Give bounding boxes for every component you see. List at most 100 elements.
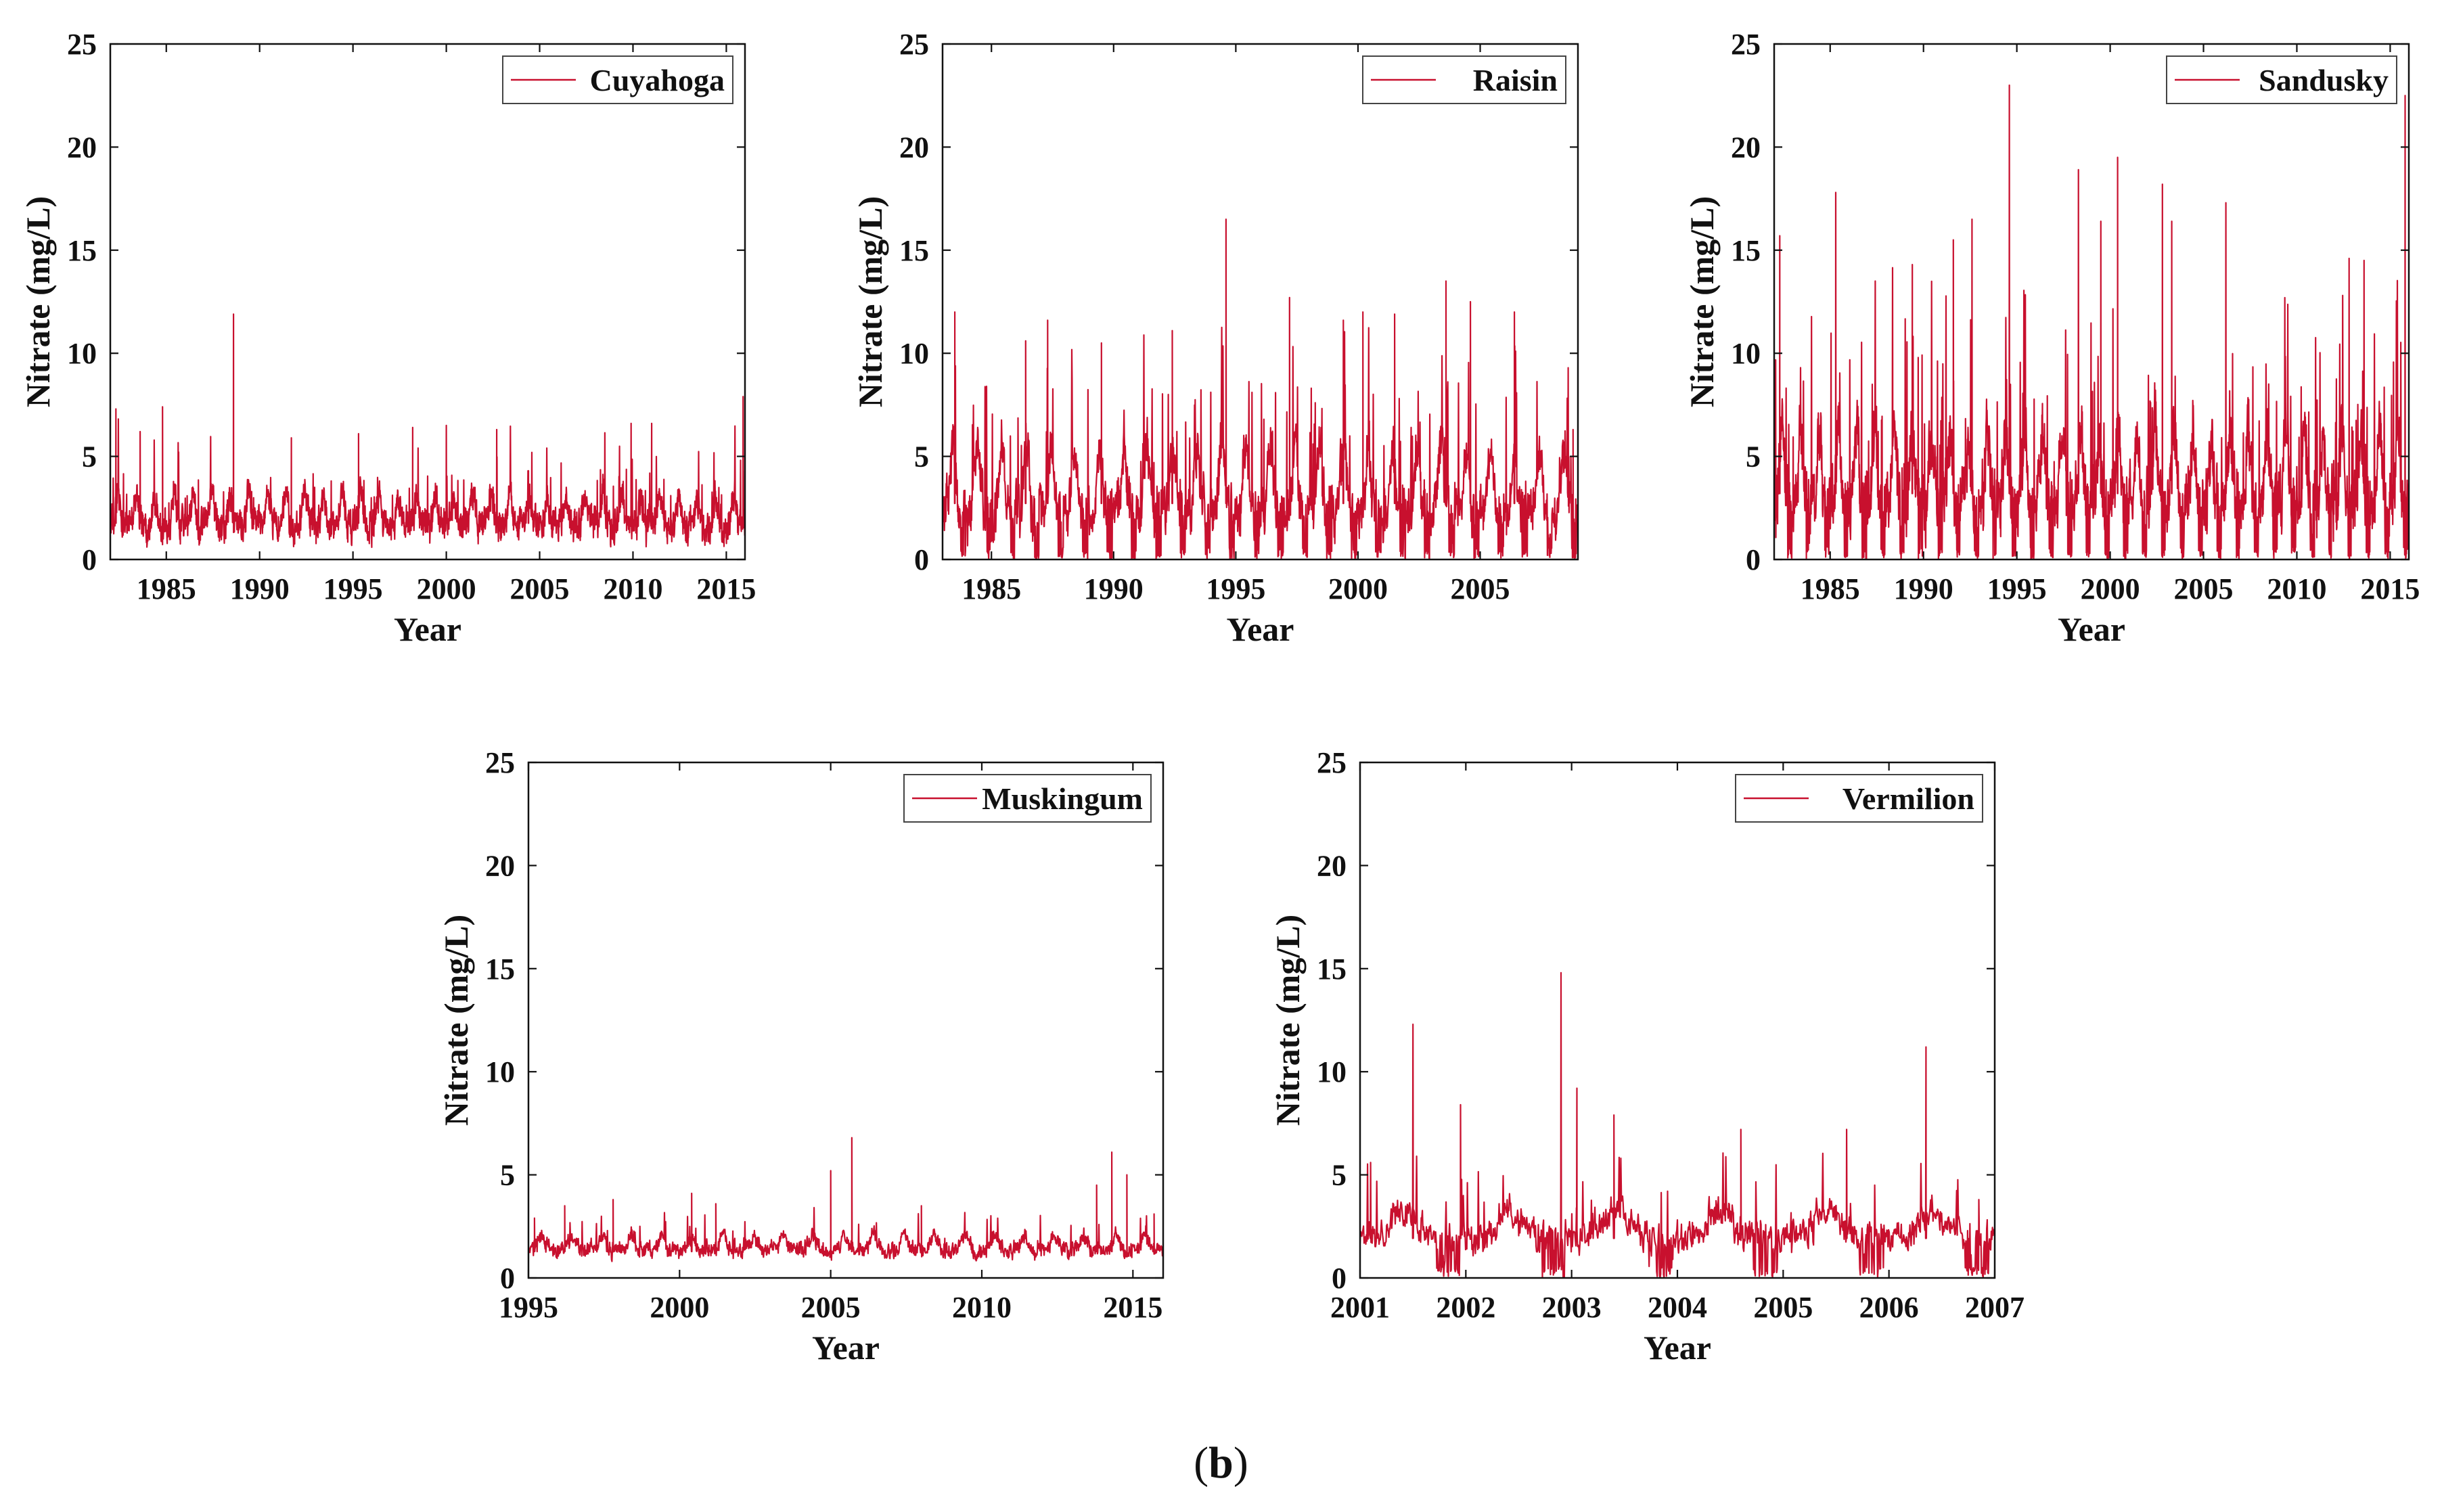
caption-letter: b <box>1208 1438 1234 1488</box>
legend-label-muskingum: Muskingum <box>982 781 1143 816</box>
y-tick-label: 10 <box>1317 1055 1347 1089</box>
x-tick-label: 2010 <box>952 1291 1012 1324</box>
y-tick-label: 10 <box>899 337 929 370</box>
y-tick-label: 5 <box>82 440 97 474</box>
x-tick-label: 1985 <box>1801 572 1860 605</box>
x-tick-label: 1995 <box>323 572 383 605</box>
x-tick-label: 1990 <box>230 572 290 605</box>
x-tick-label: 2005 <box>801 1291 861 1324</box>
y-tick-label: 10 <box>485 1055 515 1089</box>
y-axis-label: Nitrate (mg/L) <box>19 196 57 407</box>
y-tick-label: 0 <box>82 543 97 576</box>
x-tick-label: 1985 <box>962 572 1021 605</box>
y-tick-label: 20 <box>485 849 515 882</box>
legend: Vermilion <box>1735 774 1983 823</box>
x-axis-label: Year <box>2058 610 2125 648</box>
y-tick-label: 5 <box>914 440 929 474</box>
x-tick-label: 2000 <box>417 572 476 605</box>
chart-raisin: 0 5 10 15 20 25 1985 1990 1995 2000 2005 Year Nitrat… <box>851 28 1579 648</box>
x-tick-label: 2004 <box>1648 1291 1707 1324</box>
y-tick-label: 10 <box>67 337 97 370</box>
x-tick-label: 2007 <box>1965 1291 2025 1324</box>
x-tick-label: 2010 <box>2267 572 2326 605</box>
y-tick-label: 5 <box>1332 1159 1347 1192</box>
x-tick-label: 2015 <box>1103 1291 1162 1324</box>
y-tick-label: 15 <box>1731 234 1761 267</box>
x-tick-label: 1990 <box>1894 572 1953 605</box>
chart-muskingum: 0 5 10 15 20 25 1995 2000 2005 2010 2015 Year Nitrat… <box>437 746 1165 1367</box>
legend-box <box>502 55 733 104</box>
x-tick-label: 2001 <box>1330 1291 1390 1324</box>
x-tick-label: 2000 <box>1328 572 1388 605</box>
y-tick-label: 20 <box>1731 131 1761 164</box>
legend-label-vermilion: Vermilion <box>1842 781 1974 816</box>
y-tick-label: 20 <box>67 131 97 164</box>
y-tick-label: 0 <box>1746 543 1761 576</box>
x-tick-label: 1995 <box>1987 572 2047 605</box>
x-tick-label: 2005 <box>510 572 570 605</box>
y-tick-label: 25 <box>485 746 515 779</box>
axes-frame <box>527 761 1165 1279</box>
caption-close-paren: ) <box>1233 1438 1248 1488</box>
x-tick-label: 2005 <box>2174 572 2234 605</box>
y-tick-label: 25 <box>67 28 97 61</box>
y-tick-label: 0 <box>1332 1262 1347 1295</box>
y-tick-label: 25 <box>899 28 929 61</box>
series-line-vermilion <box>1360 971 1995 1278</box>
y-tick-label: 15 <box>899 234 929 267</box>
x-tick-label: 2005 <box>1753 1291 1813 1324</box>
axes-frame <box>941 43 1579 561</box>
y-tick-label: 20 <box>1317 849 1347 882</box>
y-tick-label: 20 <box>899 131 929 164</box>
y-axis-label: Nitrate (mg/L) <box>1269 915 1307 1126</box>
caption-open-paren: ( <box>1194 1438 1209 1488</box>
y-axis-label: Nitrate (mg/L) <box>1683 196 1721 407</box>
x-tick-label: 2000 <box>650 1291 709 1324</box>
y-tick-label: 15 <box>67 234 97 267</box>
x-axis-label: Year <box>394 610 461 648</box>
x-tick-label: 2000 <box>2081 572 2140 605</box>
y-tick-label: 0 <box>500 1262 515 1295</box>
series-line-cuyahoga <box>110 313 745 549</box>
legend: Sandusky <box>2166 55 2397 104</box>
x-tick-label: 2006 <box>1859 1291 1919 1324</box>
series-line-sandusky <box>1774 84 2409 559</box>
x-axis-label: Year <box>1227 610 1294 648</box>
y-tick-label: 15 <box>485 953 515 986</box>
x-tick-label: 1995 <box>1206 572 1265 605</box>
x-tick-label: 1990 <box>1084 572 1144 605</box>
x-tick-label: 1995 <box>499 1291 558 1324</box>
y-tick-label: 15 <box>1317 953 1347 986</box>
legend: Cuyahoga <box>502 55 733 104</box>
x-tick-label: 2015 <box>2360 572 2420 605</box>
y-axis-label: Nitrate (mg/L) <box>437 915 475 1126</box>
series-line-raisin <box>943 219 1578 559</box>
legend: Muskingum <box>903 774 1152 823</box>
figure-caption: (b) <box>0 1438 2442 1489</box>
x-tick-label: 2003 <box>1542 1291 1602 1324</box>
legend: Raisin <box>1362 55 1566 104</box>
x-tick-label: 2010 <box>603 572 662 605</box>
x-tick-label: 2002 <box>1436 1291 1495 1324</box>
y-tick-label: 0 <box>914 543 929 576</box>
y-tick-label: 5 <box>500 1159 515 1192</box>
y-tick-label: 25 <box>1731 28 1761 61</box>
x-axis-label: Year <box>812 1329 880 1367</box>
x-tick-label: 2015 <box>696 572 756 605</box>
axes-frame <box>1359 761 1996 1279</box>
x-tick-label: 2005 <box>1451 572 1510 605</box>
chart-sandusky: 0 5 10 15 20 25 1985 1990 1995 2000 2005 2010 2015 Ye… <box>1683 28 2420 648</box>
y-tick-label: 5 <box>1746 440 1761 474</box>
chart-cuyahoga: 0 5 10 15 20 25 1985 1990 1995 2000 2005 2010 2015 Ye… <box>19 28 756 648</box>
y-axis-label: Nitrate (mg/L) <box>851 196 889 407</box>
axes-frame <box>1773 43 2410 561</box>
axes-frame <box>109 43 746 561</box>
y-tick-label: 25 <box>1317 746 1347 779</box>
legend-label-sandusky: Sandusky <box>2259 63 2389 97</box>
x-axis-label: Year <box>1644 1329 1711 1367</box>
x-tick-label: 1985 <box>137 572 196 605</box>
chart-vermilion: 0 5 10 15 20 25 2001 2002 2003 2004 2005 2006 2007 Ye… <box>1269 746 2025 1367</box>
legend-label-raisin: Raisin <box>1473 63 1558 97</box>
legend-label-cuyahoga: Cuyahoga <box>590 63 725 97</box>
